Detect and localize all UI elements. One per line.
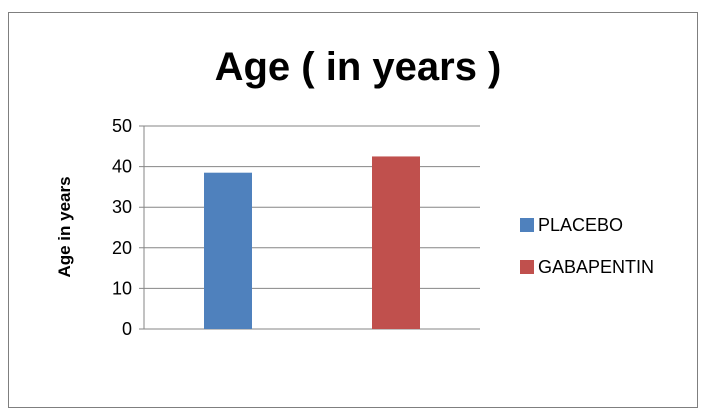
legend-label-gabapentin: GABAPENTIN	[538, 257, 654, 277]
y-tick-label: 20	[112, 238, 132, 258]
y-tick-label: 30	[112, 197, 132, 217]
legend-swatch-placebo	[520, 218, 534, 232]
legend: PLACEBO GABAPENTIN	[520, 215, 654, 277]
bar-placebo	[204, 172, 252, 329]
y-tick-label: 40	[112, 157, 132, 177]
y-axis-ticks: 0 10 20 30 40 50	[112, 116, 132, 339]
chart-title: Age ( in years )	[215, 45, 502, 89]
gridlines	[139, 125, 480, 330]
bars	[204, 156, 420, 329]
legend-label-placebo: PLACEBO	[538, 215, 623, 235]
legend-swatch-gabapentin	[520, 260, 534, 274]
y-tick-label: 10	[112, 278, 132, 298]
y-tick-label: 0	[122, 319, 132, 339]
y-axis-label: Age in years	[55, 176, 74, 277]
bar-gabapentin	[372, 156, 420, 329]
y-tick-label: 50	[112, 116, 132, 136]
chart-frame	[8, 12, 698, 408]
